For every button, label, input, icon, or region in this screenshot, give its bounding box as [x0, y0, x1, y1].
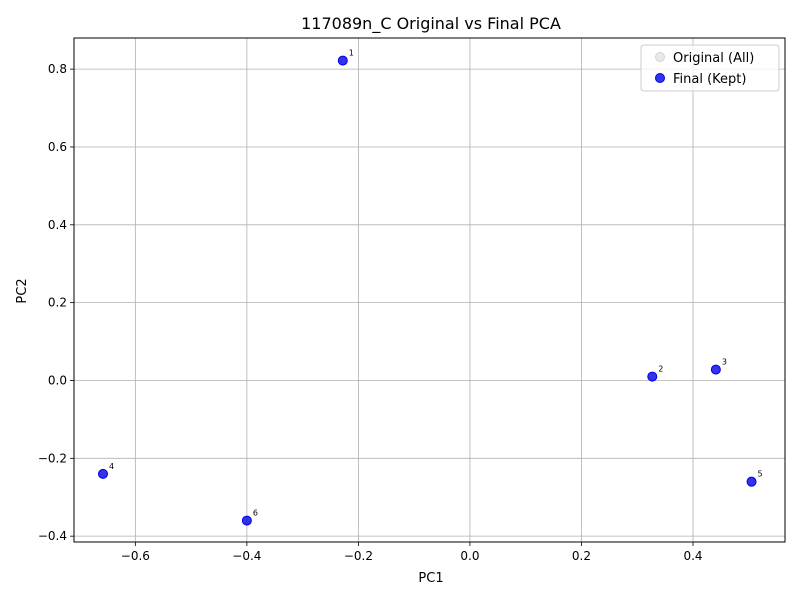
- point-label: 6: [253, 509, 258, 518]
- y-tick-label: −0.4: [38, 529, 67, 543]
- chart-title: 117089n_C Original vs Final PCA: [301, 14, 561, 34]
- point-label: 2: [658, 365, 663, 374]
- y-tick-label: 0.0: [48, 373, 67, 387]
- plot-frame: [73, 37, 786, 543]
- legend-label-final: Final (Kept): [673, 72, 746, 87]
- point-label: 4: [109, 462, 114, 471]
- data-points: 1 2 3 4 5 6: [97, 49, 763, 526]
- point-label: 1: [349, 49, 354, 58]
- y-tick-label: 0.6: [48, 140, 67, 154]
- x-tick-label: 0.4: [683, 549, 702, 563]
- x-axis-label: PC1: [418, 571, 443, 586]
- x-tick-label: −0.2: [344, 549, 373, 563]
- point-label: 3: [722, 358, 727, 367]
- point-label: 5: [758, 470, 763, 479]
- x-tick-label: −0.6: [121, 549, 150, 563]
- grid: [74, 38, 785, 542]
- axis-ticks: −0.6 −0.4 −0.2 0.0 0.2 0.4 −0.4 −0.2 0.0 0.2 0.4 0.…: [38, 62, 703, 563]
- data-point: [647, 371, 658, 382]
- data-point: [746, 476, 757, 487]
- y-tick-label: 0.4: [48, 218, 67, 232]
- legend-box: [640, 44, 780, 92]
- data-point: [241, 515, 252, 526]
- y-tick-label: 0.2: [48, 296, 67, 310]
- legend-marker-original: [655, 52, 665, 62]
- legend-marker-final: [655, 73, 665, 83]
- y-axis-label: PC2: [15, 278, 30, 303]
- legend: Original (All) Final (Kept): [640, 44, 780, 92]
- y-tick-label: 0.8: [48, 62, 67, 76]
- data-point: [710, 364, 721, 375]
- x-tick-label: −0.4: [232, 549, 261, 563]
- legend-label-original: Original (All): [673, 51, 754, 66]
- data-point: [97, 468, 108, 479]
- y-tick-label: −0.2: [38, 451, 67, 465]
- x-tick-label: 0.2: [572, 549, 591, 563]
- x-tick-label: 0.0: [460, 549, 479, 563]
- data-point: [337, 55, 348, 66]
